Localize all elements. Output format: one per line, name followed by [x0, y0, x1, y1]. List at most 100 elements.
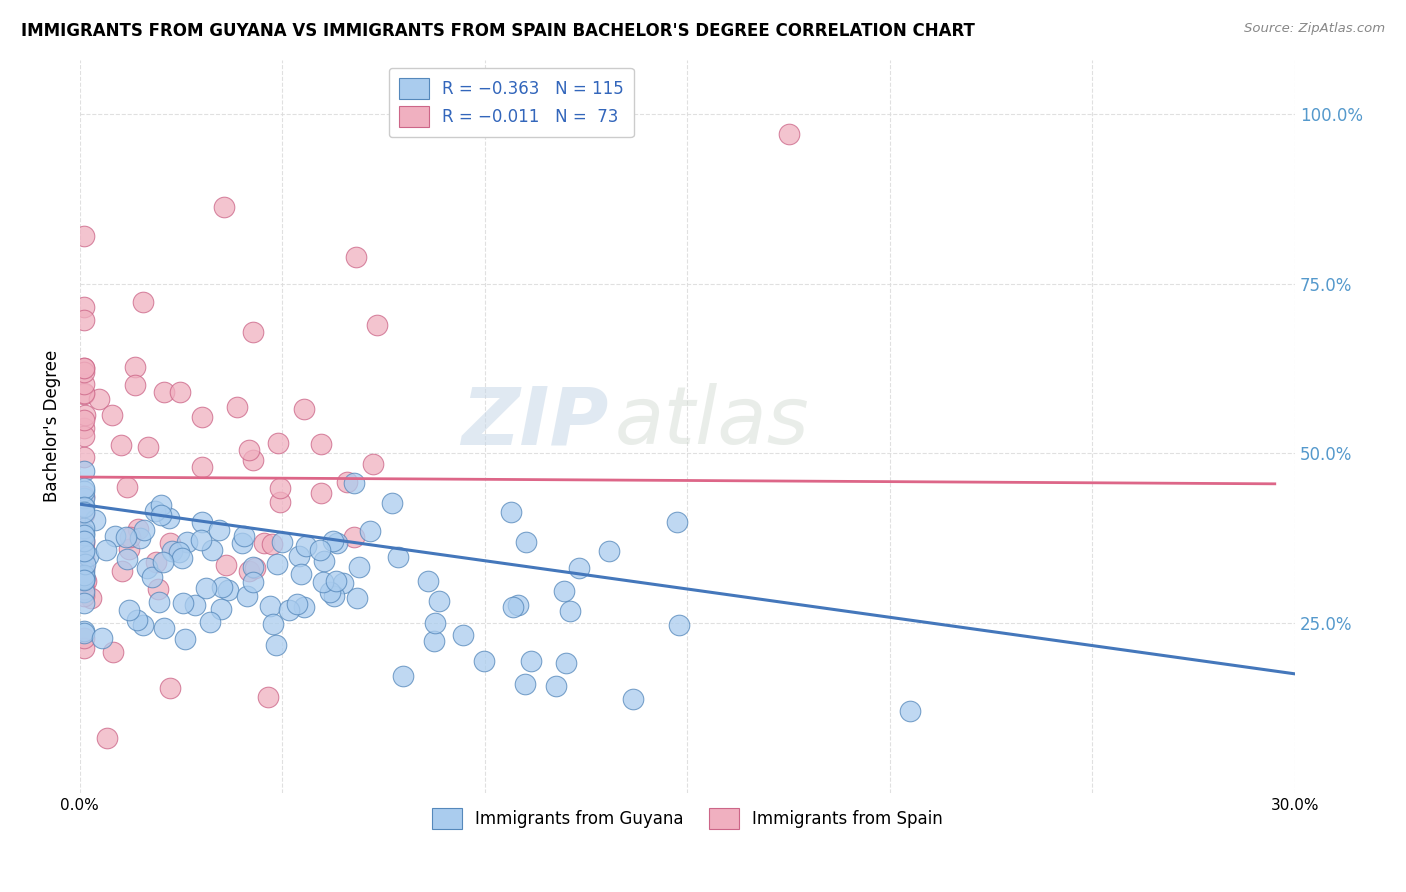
Point [506, 598, 529, 612]
Point [201, 543, 224, 558]
Point [172, 596, 194, 610]
Point [167, 545, 190, 559]
Point [325, 536, 347, 550]
Point [451, 628, 474, 642]
Point [553, 584, 575, 599]
Point [136, 561, 159, 575]
Point [243, 561, 266, 575]
Point [416, 574, 439, 589]
Point [136, 440, 159, 454]
Point [325, 574, 347, 589]
Point [242, 574, 264, 589]
Point [238, 564, 260, 578]
Point [73, 489, 96, 503]
Point [292, 599, 315, 614]
Point [91, 631, 114, 645]
Point [73, 300, 96, 314]
Point [76, 549, 98, 563]
Point [120, 530, 142, 544]
Point [344, 250, 367, 264]
Point [212, 200, 235, 214]
Point [361, 457, 384, 471]
Point [73, 500, 96, 514]
Point [520, 654, 543, 668]
Point [665, 515, 688, 529]
Point [143, 504, 166, 518]
Y-axis label: Bachelor's Degree: Bachelor's Degree [44, 350, 60, 502]
Point [568, 561, 591, 575]
Point [267, 435, 290, 450]
Point [73, 421, 96, 435]
Point [269, 481, 291, 495]
Point [104, 529, 127, 543]
Point [200, 615, 222, 629]
Point [215, 558, 238, 572]
Point [260, 537, 283, 551]
Point [159, 536, 181, 550]
Point [73, 544, 96, 558]
Point [191, 515, 214, 529]
Point [191, 459, 214, 474]
Point [75, 408, 97, 422]
Point [73, 632, 96, 646]
Point [73, 573, 96, 587]
Point [231, 536, 253, 550]
Point [73, 576, 96, 591]
Point [110, 438, 132, 452]
Point [73, 499, 96, 513]
Point [73, 568, 96, 582]
Text: Source: ZipAtlas.com: Source: ZipAtlas.com [1244, 22, 1385, 36]
Point [290, 567, 312, 582]
Point [73, 464, 96, 478]
Point [169, 385, 191, 400]
Point [149, 498, 172, 512]
Point [266, 557, 288, 571]
Point [294, 539, 316, 553]
Point [554, 656, 576, 670]
Point [73, 596, 96, 610]
Point [472, 654, 495, 668]
Point [73, 570, 96, 584]
Point [515, 535, 537, 549]
Point [502, 600, 524, 615]
Point [312, 575, 335, 590]
Point [128, 531, 150, 545]
Point [152, 385, 174, 400]
Point [391, 669, 413, 683]
Point [96, 731, 118, 746]
Point [232, 529, 254, 543]
Point [778, 128, 800, 142]
Point [141, 569, 163, 583]
Point [191, 409, 214, 424]
Point [73, 507, 96, 521]
Point [621, 691, 644, 706]
Point [73, 624, 96, 639]
Point [127, 613, 149, 627]
Point [75, 574, 97, 588]
Point [157, 511, 180, 525]
Point [292, 401, 315, 416]
Point [499, 506, 522, 520]
Point [73, 483, 96, 498]
Point [73, 534, 96, 549]
Point [73, 376, 96, 391]
Point [73, 542, 96, 557]
Point [366, 318, 388, 332]
Point [75, 558, 97, 572]
Point [73, 549, 96, 564]
Point [170, 551, 193, 566]
Point [217, 582, 239, 597]
Point [73, 573, 96, 587]
Point [322, 534, 344, 549]
Point [319, 585, 342, 599]
Point [174, 632, 197, 647]
Point [73, 582, 96, 597]
Point [271, 534, 294, 549]
Point [73, 505, 96, 519]
Point [145, 555, 167, 569]
Point [148, 582, 170, 596]
Text: ZIP: ZIP [461, 384, 609, 461]
Point [336, 475, 359, 490]
Point [425, 616, 447, 631]
Point [115, 530, 138, 544]
